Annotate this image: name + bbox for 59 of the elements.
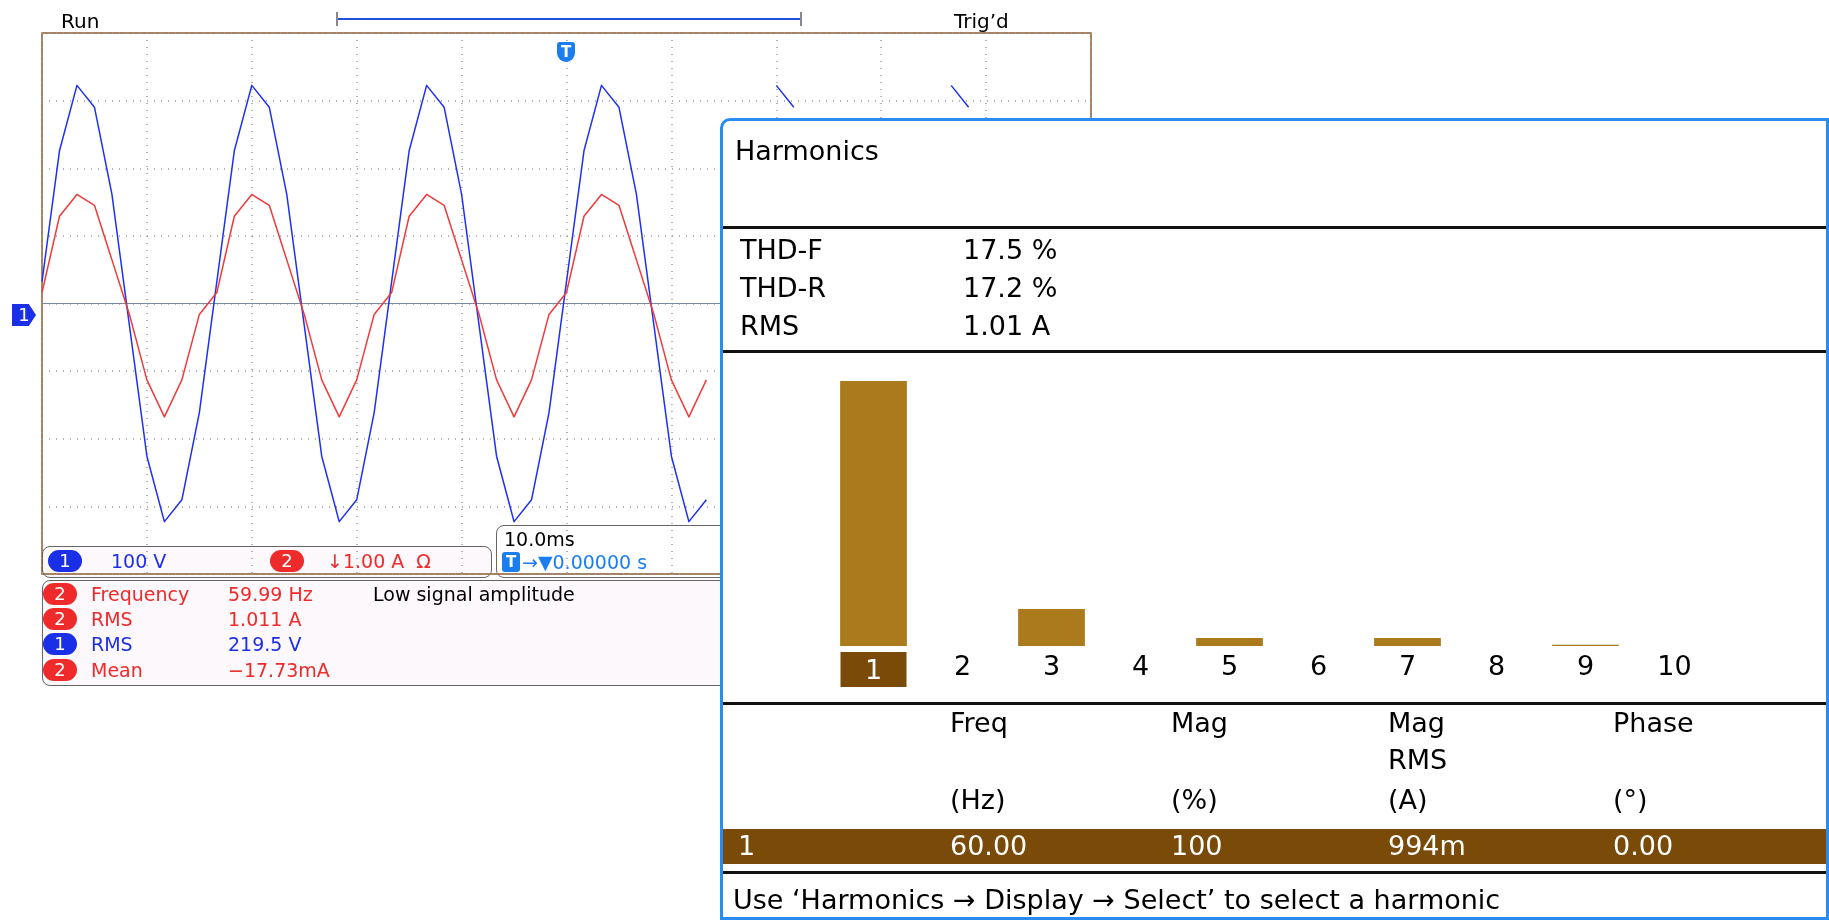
bar [840, 381, 907, 646]
text: 0.00 [1613, 830, 1674, 862]
text: Mag [1171, 707, 1228, 739]
text: 100 V [111, 549, 167, 572]
annotation: RMS [740, 310, 800, 342]
annotation: THD-F [740, 234, 823, 266]
bar [1374, 638, 1441, 646]
x-tick-label: 10 [1657, 650, 1692, 681]
bar [1196, 638, 1263, 646]
text: T [502, 552, 520, 572]
text: 2 [43, 583, 77, 605]
text: RMS [91, 632, 133, 655]
text: T [557, 42, 575, 62]
text: 10.0ms [504, 527, 575, 550]
x-tick-label: 5 [1220, 650, 1239, 681]
text: 2 [270, 550, 304, 572]
text: RMS [91, 607, 133, 630]
text: (%) [1171, 784, 1218, 816]
text: Mag [1388, 707, 1445, 739]
text: 1.011 A [228, 607, 302, 630]
text: 1 [43, 633, 77, 655]
text: 1 [12, 304, 36, 326]
text: 59.99 Hz [228, 582, 313, 605]
text: →▼0.00000 s [522, 550, 648, 573]
annotation: THD-R [740, 272, 827, 304]
text: Low signal amplitude [373, 582, 575, 605]
x-tick-label: 7 [1398, 650, 1417, 681]
text: Phase [1613, 707, 1694, 739]
text: Frequency [91, 582, 190, 605]
text: (Hz) [950, 784, 1006, 816]
x-tick-label: 6 [1309, 650, 1328, 681]
bar [1018, 608, 1085, 646]
text: −17.73mA [228, 658, 330, 681]
annotation: 1.01 A [963, 310, 1051, 342]
text: Use ‘Harmonics → Display → Select’ to select a harmonic [733, 884, 1501, 916]
annotation: 17.2 % [963, 272, 1058, 304]
text: 994m [1388, 830, 1466, 862]
text: RMS [1388, 744, 1448, 776]
x-tick-label: 4 [1131, 650, 1150, 681]
text: 1 [738, 830, 756, 862]
text: 219.5 V [228, 632, 302, 655]
text: Mean [91, 658, 143, 681]
x-tick-label: 8 [1487, 650, 1506, 681]
text: 60.00 [950, 830, 1028, 862]
text: Trig’d [954, 9, 1009, 33]
text: (°) [1613, 784, 1648, 816]
chart-title: Harmonics [735, 135, 879, 167]
text: 100 [1171, 830, 1223, 862]
annotation: 17.5 % [963, 234, 1058, 266]
text: (A) [1388, 784, 1428, 816]
x-tick-label: 9 [1576, 650, 1595, 681]
text: ↓1.00 A Ω [327, 549, 431, 572]
text: 2 [43, 608, 77, 630]
x-tick-label: 2 [953, 650, 972, 681]
text: 1 [48, 550, 82, 572]
x-tick-label: 3 [1042, 650, 1061, 681]
x-tick-label: 1 [864, 654, 883, 685]
text: Freq [950, 707, 1008, 739]
text: Run [61, 9, 100, 33]
